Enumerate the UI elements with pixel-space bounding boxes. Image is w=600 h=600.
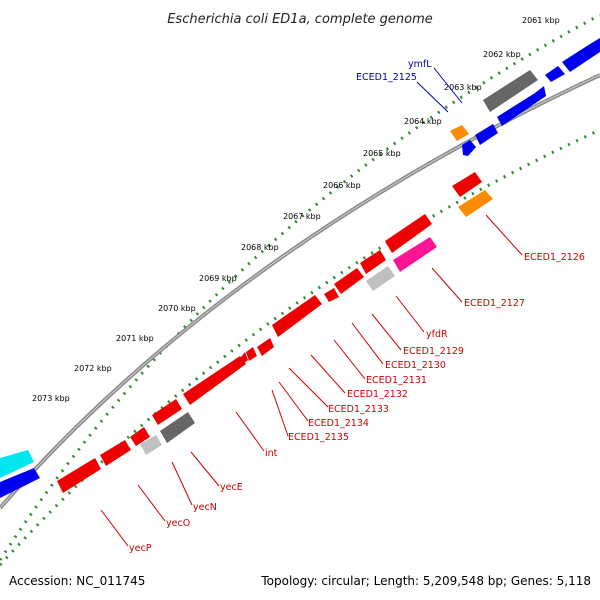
kbp-label: 2062 kbp	[483, 50, 521, 59]
leader-line	[137, 484, 166, 522]
leader-line	[190, 451, 220, 487]
gene-reverse[interactable]	[324, 288, 339, 302]
leader-line	[416, 81, 449, 113]
gene-reverse[interactable]	[360, 250, 386, 274]
gene-label[interactable]: ymfL	[408, 59, 432, 70]
gene-forward[interactable]	[497, 86, 546, 126]
gene-pseudo[interactable]	[160, 412, 195, 443]
gene-pseudo[interactable]	[483, 70, 538, 112]
gene-label[interactable]: yecP	[129, 543, 152, 554]
gene-forward[interactable]	[462, 140, 476, 156]
inner-tick-ring	[0, 128, 600, 567]
leader-line	[278, 381, 309, 422]
gene-label[interactable]: ECED1_2133	[328, 404, 389, 415]
kbp-label: 2067 kbp	[283, 212, 321, 221]
kbp-label: 2061 kbp	[522, 16, 560, 25]
gene-rna[interactable]	[0, 450, 34, 478]
reverse-strand-genes	[57, 172, 493, 493]
gene-label[interactable]: yecE	[220, 482, 243, 493]
gene-forward[interactable]	[545, 66, 565, 82]
leader-line	[333, 339, 366, 380]
gene-label[interactable]: int	[265, 448, 278, 459]
gene-reverse[interactable]	[183, 356, 246, 405]
label-leader-lines	[100, 67, 523, 547]
gene-label[interactable]: ECED1_2129	[403, 346, 464, 357]
kbp-label: 2065 kbp	[363, 149, 401, 158]
kbp-label: 2073 kbp	[32, 394, 70, 403]
map-title: Escherichia coli ED1a, complete genome	[167, 12, 433, 27]
gene-reverse[interactable]	[385, 214, 432, 253]
gene-forward[interactable]	[475, 124, 498, 145]
gene-forward[interactable]	[562, 38, 600, 72]
kbp-label: 2068 kbp	[241, 243, 279, 252]
gene-reverse[interactable]	[452, 172, 482, 197]
gene-label[interactable]: ECED1_2130	[385, 360, 446, 371]
gene-label[interactable]: ECED1_2127	[464, 298, 525, 309]
outer-tick-ring	[0, 13, 600, 561]
gene-orange[interactable]	[458, 190, 493, 217]
kbp-label: 2064 kbp	[404, 117, 442, 126]
gene-light-gray[interactable]	[366, 266, 395, 291]
leader-line	[433, 67, 463, 104]
kbp-label: 2066 kbp	[323, 181, 361, 190]
gene-reverse[interactable]	[272, 295, 322, 337]
gene-label[interactable]: yecO	[166, 518, 190, 529]
kbp-label: 2071 kbp	[116, 334, 154, 343]
genome-summary-text: Topology: circular; Length: 5,209,548 bp…	[260, 574, 591, 588]
gene-label[interactable]: ECED1_2126	[524, 252, 585, 263]
leader-line	[310, 354, 346, 394]
gene-label[interactable]: yfdR	[426, 329, 448, 340]
gene-label[interactable]: yecN	[193, 502, 217, 513]
gene-label[interactable]: ECED1_2131	[366, 375, 427, 386]
gene-pink[interactable]	[393, 237, 437, 272]
gene-forward[interactable]	[0, 468, 40, 498]
gene-reverse[interactable]	[257, 338, 274, 356]
gene-light-gray[interactable]	[140, 435, 162, 455]
gene-label[interactable]: ECED1_2132	[347, 389, 408, 400]
leader-line	[271, 389, 289, 437]
leader-line	[395, 295, 425, 333]
kbp-label: 2072 kbp	[74, 364, 112, 373]
leader-line	[100, 509, 129, 547]
genome-backbone-highlight	[0, 74, 600, 509]
kbp-label: 2070 kbp	[158, 304, 196, 313]
leader-line	[351, 322, 384, 365]
gene-reverse[interactable]	[334, 268, 364, 294]
gene-reverse[interactable]	[130, 427, 150, 446]
gene-orange[interactable]	[450, 125, 469, 141]
kbp-label: 2069 kbp	[199, 274, 237, 283]
leader-line	[371, 313, 402, 351]
gene-label[interactable]: ECED1_2135	[288, 432, 349, 443]
leader-line	[431, 267, 463, 303]
gene-reverse[interactable]	[246, 347, 257, 361]
leader-line	[485, 214, 523, 256]
gene-labels: ymfL ECED1_2125 ECED1_2126 ECED1_2127 yf…	[129, 59, 585, 554]
gene-label[interactable]: ECED1_2134	[308, 418, 369, 429]
accession-text: Accession: NC_011745	[9, 574, 145, 588]
leader-line	[171, 461, 193, 506]
leader-line	[235, 411, 265, 452]
kbp-label: 2063 kbp	[444, 83, 482, 92]
genome-backbone	[0, 73, 600, 510]
gene-label[interactable]: ECED1_2125	[356, 72, 417, 83]
kbp-tick-labels: 2061 kbp 2062 kbp 2063 kbp 2064 kbp 2065…	[32, 16, 560, 403]
gene-reverse[interactable]	[100, 440, 131, 466]
forward-strand-genes	[0, 38, 600, 498]
gene-reverse[interactable]	[152, 399, 182, 425]
leader-line	[288, 367, 329, 408]
gene-reverse[interactable]	[57, 458, 101, 493]
